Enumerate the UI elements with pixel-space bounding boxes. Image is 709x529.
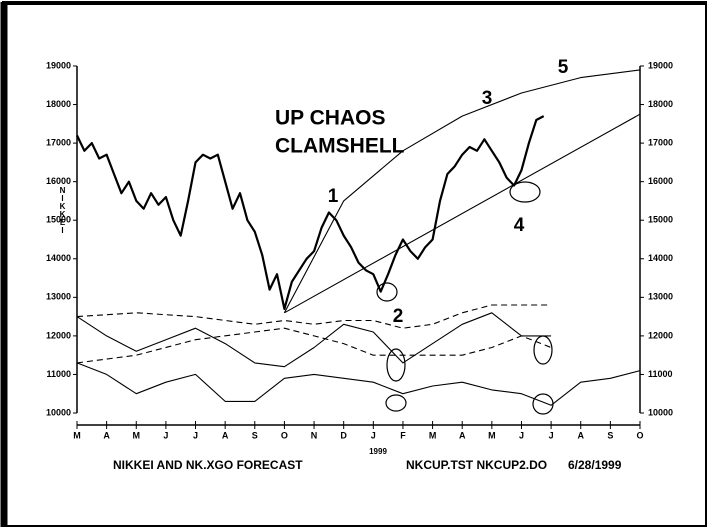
x-tick-label: S <box>607 430 613 440</box>
footer-text: 6/28/1999 <box>568 458 622 472</box>
y-tick-label-right: 16000 <box>648 176 673 186</box>
x-tick-label: O <box>636 430 643 440</box>
circle <box>376 282 398 302</box>
forecast-line <box>283 69 641 314</box>
x-tick-label: D <box>340 430 347 440</box>
circle <box>385 394 407 412</box>
x-tick-label: M <box>429 430 437 440</box>
y-tick-label-right: 12000 <box>648 330 673 340</box>
annotation: 3 <box>482 88 493 109</box>
y-tick-label: 19000 <box>46 60 71 70</box>
y-tick-label: 13000 <box>46 292 71 302</box>
x-tick-label: M <box>73 430 81 440</box>
y-tick-label: 16000 <box>46 176 71 186</box>
x-tick-label: M <box>133 430 141 440</box>
x-tick-label: A <box>222 430 229 440</box>
y-tick-label-right: 14000 <box>648 253 673 263</box>
annotation: 2 <box>393 306 404 327</box>
x-tick-label: J <box>371 430 376 440</box>
y-tick-label: 11000 <box>46 369 71 379</box>
x-tick-label: F <box>400 430 406 440</box>
annotation-circles <box>376 181 554 415</box>
annotation: 1999 <box>369 447 387 456</box>
y-tick-label-right: 15000 <box>648 215 673 225</box>
forecast-line <box>76 327 552 364</box>
x-tick-label: M <box>488 430 496 440</box>
y-tick-label: 18000 <box>46 99 71 109</box>
x-tick-label: J <box>519 430 524 440</box>
y-tick-label-right: 18000 <box>648 99 673 109</box>
y-tick-label: 14000 <box>46 253 71 263</box>
circle <box>386 348 406 382</box>
annotation: UP CHAOS <box>275 107 385 130</box>
annotation: 1 <box>328 186 339 207</box>
footer-text: NKCUP.TST NKCUP2.DO <box>406 458 547 472</box>
price-line <box>76 115 545 310</box>
circle <box>533 335 553 365</box>
circle <box>532 393 554 415</box>
forecast-line <box>284 113 641 314</box>
y-tick-label-right: 10000 <box>648 407 673 417</box>
annotation: 4 <box>514 215 525 236</box>
y-tick-label-right: 19000 <box>648 60 673 70</box>
circle <box>509 181 541 203</box>
y-tick-label: 12000 <box>46 330 71 340</box>
y-tick-label-right: 17000 <box>648 137 673 147</box>
forecast-line <box>76 362 641 406</box>
x-tick-label: A <box>577 430 584 440</box>
x-tick-label: A <box>459 430 466 440</box>
x-tick-label: J <box>163 430 168 440</box>
x-tick-label: O <box>281 430 288 440</box>
y-tick-label-right: 13000 <box>648 292 673 302</box>
y-tick-label: 10000 <box>46 407 71 417</box>
footer-text: NIKKEI AND NK.XGO FORECAST <box>113 458 303 472</box>
y-tick-label: 15000 <box>46 215 71 225</box>
y-tick-label: 17000 <box>46 137 71 147</box>
x-tick-label: A <box>103 430 110 440</box>
x-tick-label: J <box>549 430 554 440</box>
x-tick-label: S <box>252 430 258 440</box>
annotation: 5 <box>558 57 569 78</box>
x-tick-label: J <box>193 430 198 440</box>
y-axis-label: NIKKEI <box>58 186 67 234</box>
y-tick-label-right: 11000 <box>648 369 673 379</box>
annotation: CLAMSHELL <box>275 135 405 158</box>
forecast-line <box>76 312 552 368</box>
x-tick-label: N <box>311 430 318 440</box>
forecast-line <box>76 304 552 329</box>
